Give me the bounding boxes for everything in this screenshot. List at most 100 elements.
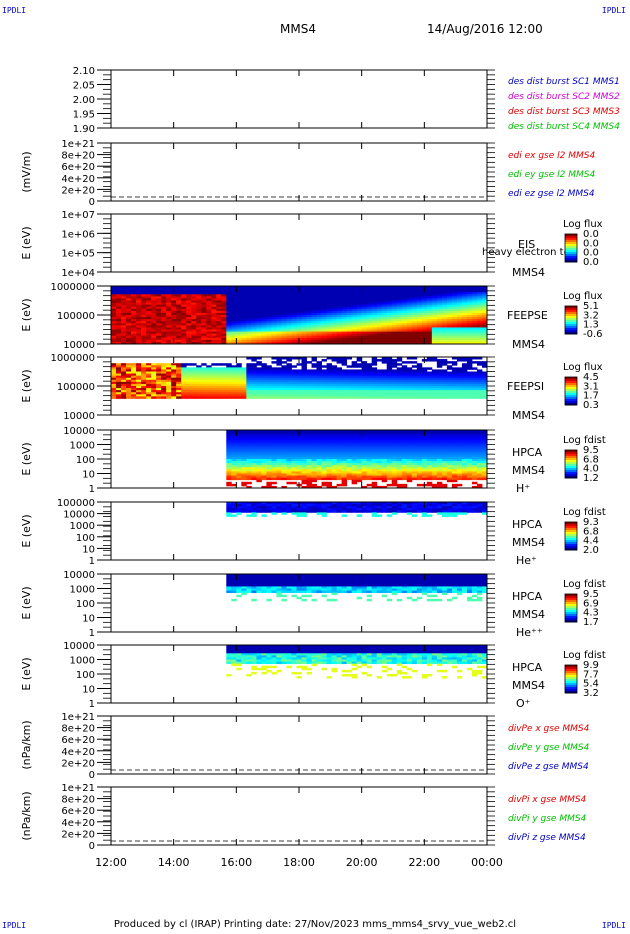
spectrogram-cell <box>141 294 147 297</box>
spectrogram-cell <box>256 288 262 291</box>
spectrogram-cell <box>411 452 418 456</box>
spectrogram-cell <box>266 465 272 468</box>
spectrogram-cell <box>436 394 443 397</box>
spectrogram-cell <box>361 317 368 320</box>
spectrogram-cell <box>226 379 232 383</box>
spectrogram-cell <box>391 465 398 468</box>
spectrogram-cell <box>476 341 483 345</box>
spectrogram-cell <box>311 473 317 476</box>
spectrogram-cell <box>216 379 222 383</box>
spectrogram-cell <box>346 319 353 322</box>
spectrogram-cell <box>316 341 322 345</box>
spectrogram-cell <box>136 306 142 310</box>
spectrogram-cell <box>316 456 322 460</box>
spectrogram-cell <box>261 446 267 450</box>
spectrogram-cell <box>436 321 443 324</box>
spectrogram-cell <box>396 485 403 489</box>
spectrogram-cell <box>446 456 453 460</box>
spectrogram-cell <box>126 327 132 330</box>
spectrogram-cell <box>426 438 433 441</box>
spectrogram-cell <box>316 375 322 379</box>
spectrogram-cell <box>211 396 217 399</box>
spectrogram-cell <box>236 392 242 395</box>
spectrogram-cell <box>306 341 312 345</box>
spectrogram-cell <box>321 333 327 337</box>
spectrogram-cell <box>451 388 458 391</box>
spectrogram-cell <box>136 302 142 306</box>
spectrogram-cell <box>256 296 262 299</box>
spectrogram-cell <box>271 477 277 481</box>
spectrogram-cell <box>341 290 348 293</box>
spectrogram-cell <box>276 444 282 447</box>
spectrogram-cell <box>391 450 398 454</box>
spectrogram-cell <box>386 288 393 291</box>
spectrogram-cell <box>396 452 403 456</box>
spectrogram-cell <box>251 331 257 335</box>
spectrogram-cell <box>401 308 408 312</box>
spectrogram-cell <box>236 331 242 335</box>
spectrogram-cell <box>396 440 403 443</box>
spectrogram-cell <box>236 367 242 370</box>
y-tick-label: 2.10 <box>73 66 95 77</box>
spectrogram-cell <box>481 392 488 395</box>
spectrogram-cell <box>386 440 393 443</box>
spectrogram-cell <box>281 388 287 391</box>
spectrogram-cell <box>201 371 207 374</box>
spectrogram-cell <box>121 363 127 366</box>
spectrogram-cell <box>256 456 262 460</box>
spectrogram-cell <box>161 319 167 322</box>
spectrogram-cell <box>461 442 468 445</box>
spectrogram-cell <box>221 396 227 399</box>
spectrogram-cell <box>286 321 292 324</box>
spectrogram-cell <box>316 323 322 326</box>
spectrogram-cell <box>241 375 247 379</box>
spectrogram-cell <box>171 373 177 377</box>
spectrogram-cell <box>446 465 453 468</box>
spectrogram-cell <box>321 381 327 385</box>
spectrogram-cell <box>301 323 307 326</box>
spectrogram-cell <box>326 394 332 397</box>
spectrogram-cell <box>311 331 317 335</box>
spectrogram-cell <box>286 317 292 320</box>
spectrogram-cell <box>391 430 398 433</box>
spectrogram-cell <box>266 442 272 445</box>
spectrogram-cell <box>126 365 132 368</box>
spectrogram-cell <box>251 304 257 308</box>
spectrogram-cell <box>261 333 267 337</box>
spectrogram-cell <box>286 373 292 377</box>
spectrogram-cell <box>381 329 388 332</box>
spectrogram-cell <box>211 321 217 324</box>
spectrogram-cell <box>281 461 287 464</box>
spectrogram-cell <box>181 392 187 395</box>
spectrogram-cell <box>231 296 237 299</box>
spectrogram-cell <box>246 442 252 445</box>
spectrogram-cell <box>411 390 418 393</box>
spectrogram-cell <box>351 452 358 456</box>
spectrogram-cell <box>266 450 272 454</box>
spectrogram-cell <box>216 292 222 295</box>
spectrogram-cell <box>361 469 368 472</box>
spectrogram-cell <box>136 308 142 312</box>
spectrogram-cell <box>351 331 358 335</box>
spectrogram-cell <box>231 381 237 385</box>
spectrogram-cell <box>471 306 478 310</box>
spectrogram-cell <box>361 363 368 366</box>
spectrogram-cell <box>371 450 378 454</box>
spectrogram-cell <box>251 465 257 468</box>
spectrogram-cell <box>346 302 353 306</box>
spectrogram-cell <box>366 452 373 456</box>
spectrogram-cell <box>321 292 327 295</box>
spectrogram-cell <box>441 396 448 399</box>
spectrogram-cell <box>116 321 122 324</box>
spectrogram-cell <box>396 302 403 306</box>
spectrogram-cell <box>411 434 418 437</box>
spectrogram-cell <box>371 444 378 447</box>
spectrogram-cell <box>251 377 257 381</box>
spectrogram-cell <box>436 335 443 339</box>
spectrogram-cell <box>176 323 182 326</box>
spectrogram-cell <box>296 310 302 314</box>
spectrogram-cell <box>256 377 262 381</box>
spectrogram-cell <box>236 394 242 397</box>
spectrogram-cell <box>161 375 167 379</box>
spectrogram-cell <box>406 392 413 395</box>
